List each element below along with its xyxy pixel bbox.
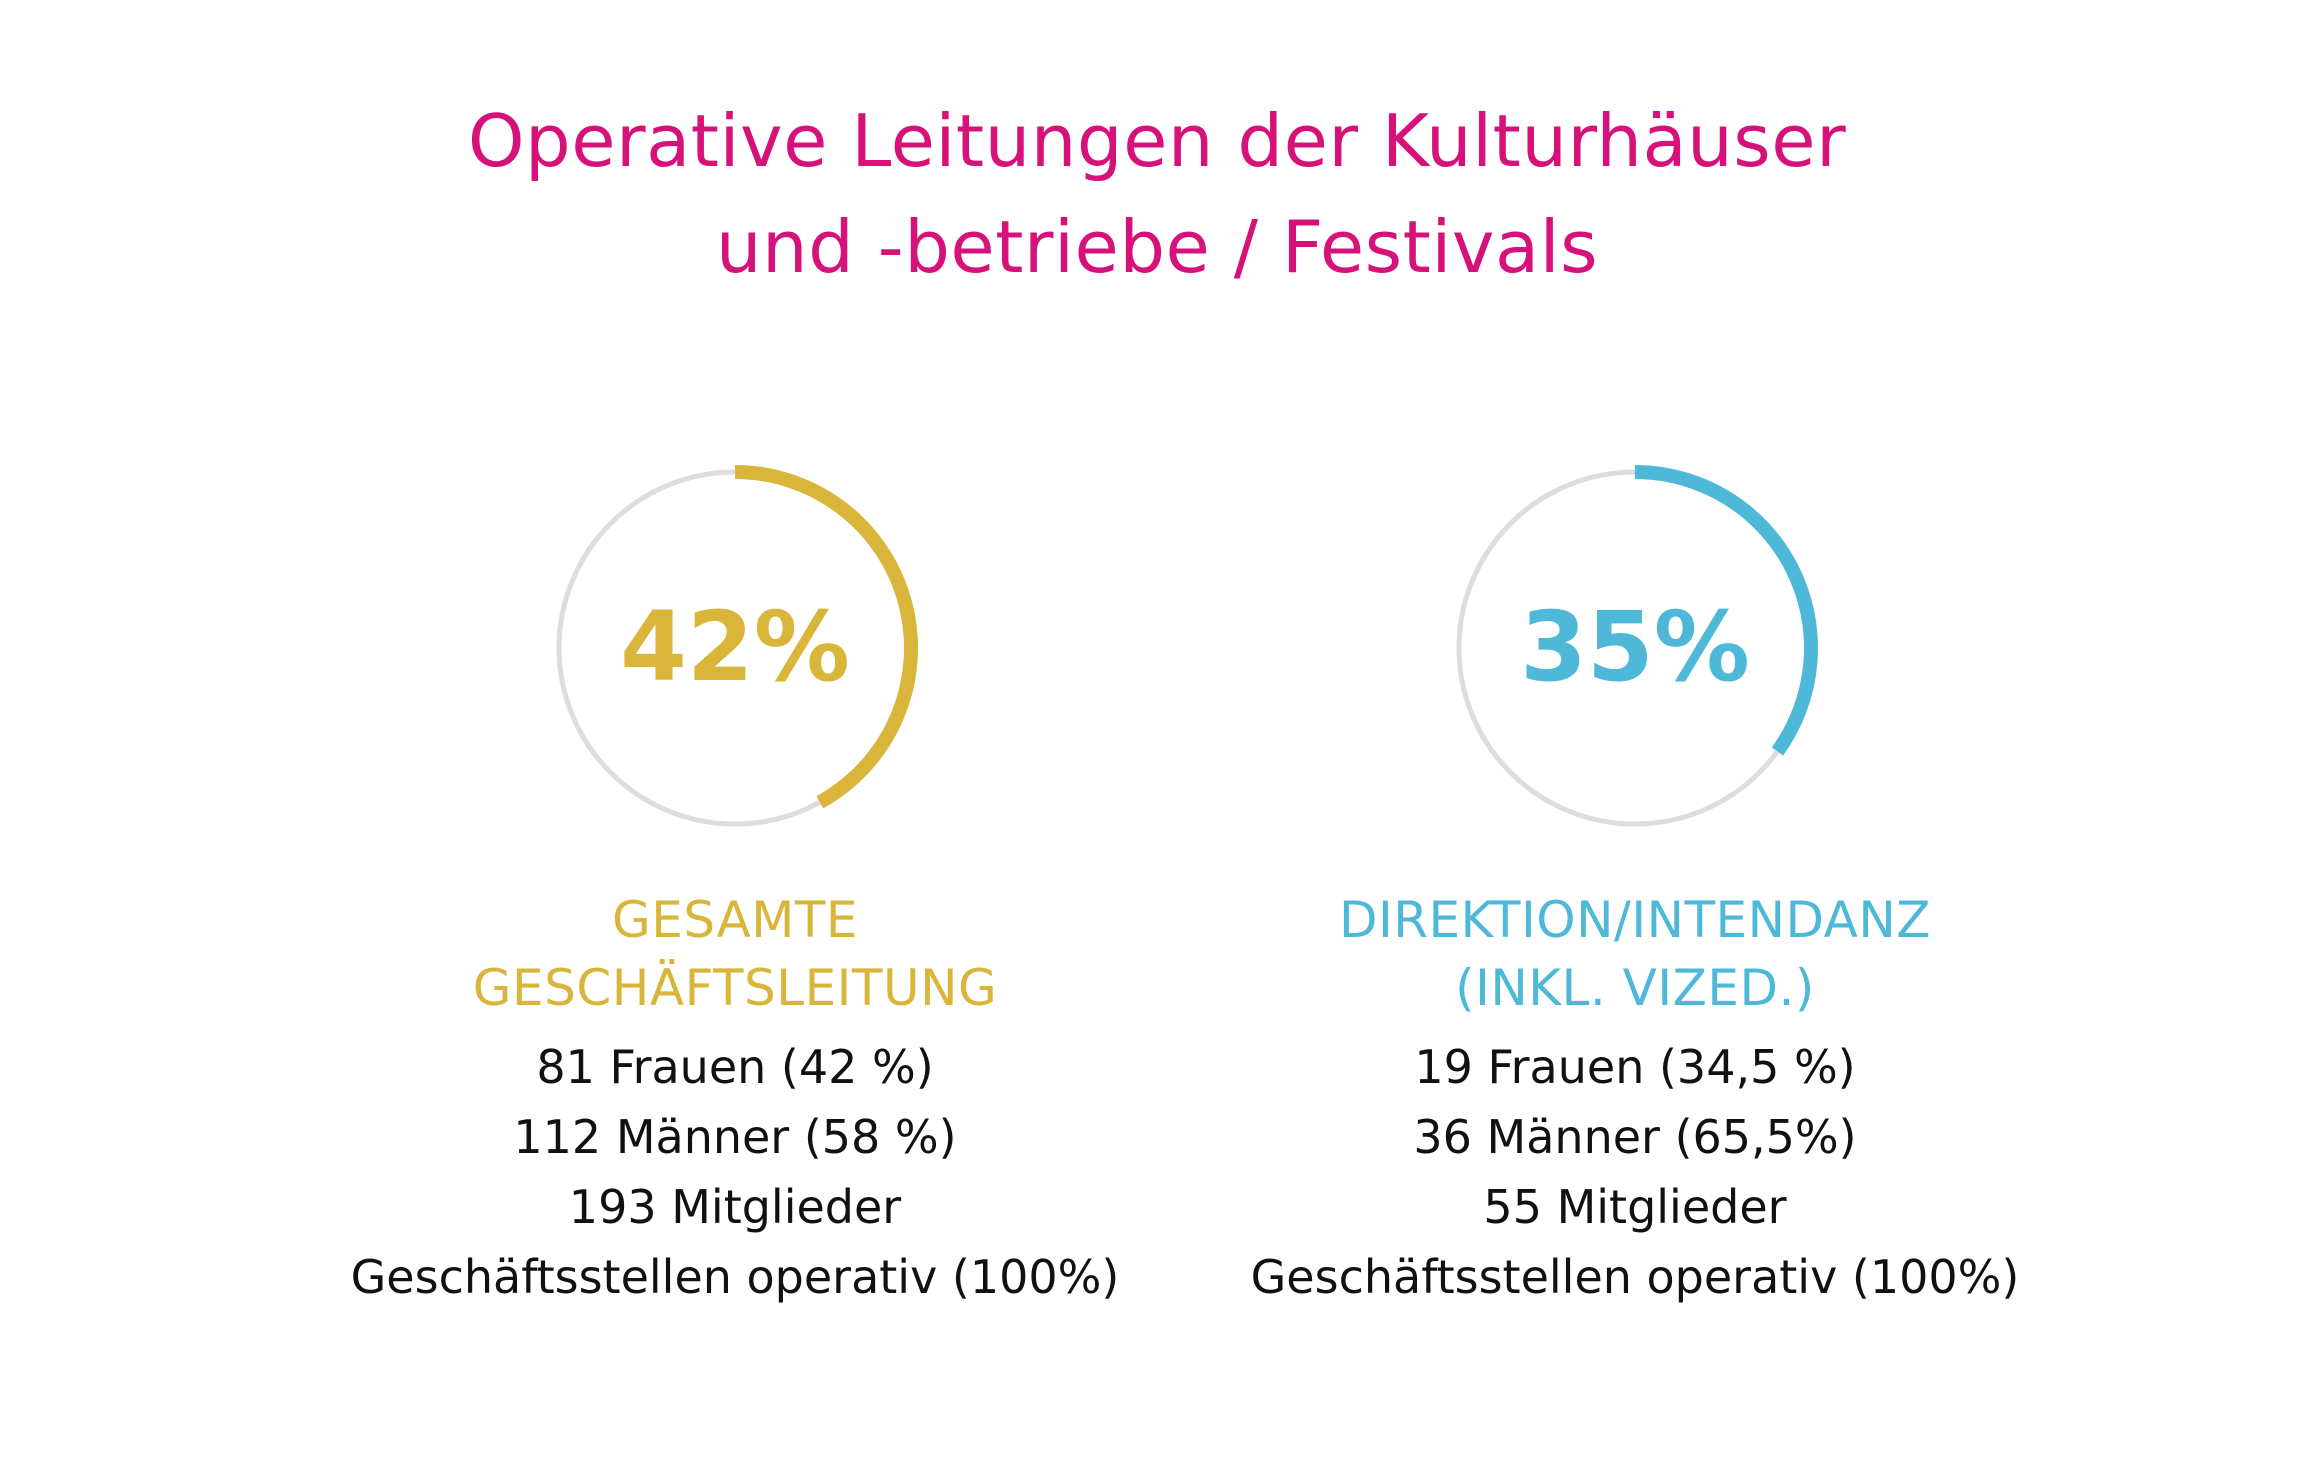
stat-offices: Geschäftsstellen operativ (100%) bbox=[350, 1250, 1120, 1304]
chart-title-line-2: und -betriebe / Festivals bbox=[715, 205, 1599, 289]
category-line-2: (INKL. VIZED.) bbox=[1455, 959, 1815, 1017]
ring-value-arc bbox=[1634, 465, 1818, 756]
stat-men: 36 Männer (65,5%) bbox=[1413, 1110, 1857, 1164]
ring-center-value: 42% bbox=[620, 591, 850, 703]
category-label: GESAMTE GESCHÄFTSLEITUNG bbox=[185, 886, 1285, 1022]
stat-offices: Geschäftsstellen operativ (100%) bbox=[1250, 1250, 2020, 1304]
gesamte-geschaeftsleitung-panel: 42% GESAMTE GESCHÄFTSLEITUNG 81 Frauen (… bbox=[185, 0, 1285, 1459]
stat-members: 193 Mitglieder bbox=[568, 1180, 902, 1234]
stat-women: 19 Frauen (34,5 %) bbox=[1414, 1040, 1856, 1094]
stat-women: 81 Frauen (42 %) bbox=[536, 1040, 934, 1094]
chart-title-line-1: Operative Leitungen der Kulturhäuser bbox=[467, 99, 1847, 183]
category-line-1: DIREKTION/INTENDANZ bbox=[1338, 891, 1932, 949]
ring-center-value: 35% bbox=[1520, 591, 1750, 703]
chart-title: Operative Leitungen der Kulturhäuser und… bbox=[0, 88, 2314, 300]
stats-list: 81 Frauen (42 %) 112 Männer (58 %) 193 M… bbox=[185, 1032, 1285, 1312]
gesamte-geschaeftsleitung-ring-chart: 42% bbox=[556, 465, 918, 827]
direktion-intendanz-ring-chart: 35% bbox=[1456, 465, 1818, 827]
ring-value-arc bbox=[734, 465, 918, 809]
category-line-2: GESCHÄFTSLEITUNG bbox=[472, 959, 998, 1017]
category-line-1: GESAMTE bbox=[612, 891, 858, 949]
stat-men: 112 Männer (58 %) bbox=[513, 1110, 957, 1164]
stat-members: 55 Mitglieder bbox=[1483, 1180, 1787, 1234]
stats-list: 19 Frauen (34,5 %) 36 Männer (65,5%) 55 … bbox=[1085, 1032, 2185, 1312]
category-label: DIREKTION/INTENDANZ (INKL. VIZED.) bbox=[1085, 886, 2185, 1022]
direktion-intendanz-panel: 35% DIREKTION/INTENDANZ (INKL. VIZED.) 1… bbox=[1085, 0, 2185, 1459]
